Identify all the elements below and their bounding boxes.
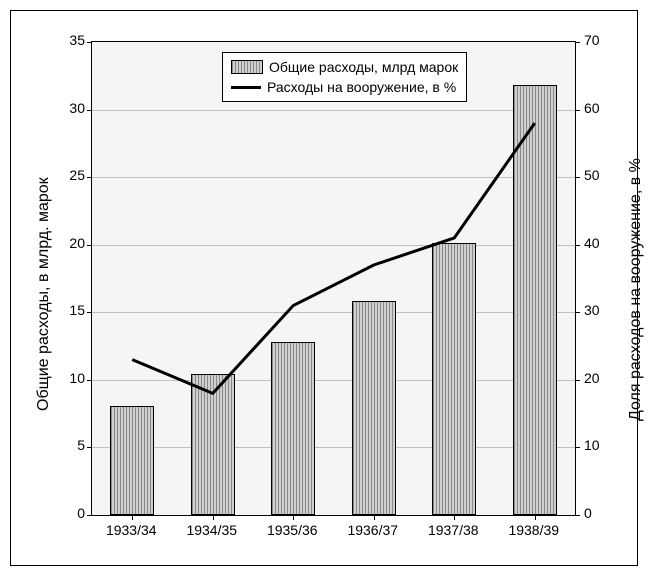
gridline	[92, 245, 575, 246]
line-series	[92, 42, 575, 515]
y-right-tick-label: 10	[584, 437, 614, 453]
y-right-tick-label: 70	[584, 32, 614, 48]
x-tick-label: 1938/39	[508, 522, 559, 538]
y-left-tick	[87, 42, 92, 43]
bar	[110, 406, 154, 515]
gridline	[92, 177, 575, 178]
y-left-tick-label: 15	[55, 302, 85, 318]
legend-swatch-line	[231, 86, 261, 89]
gridline	[92, 380, 575, 381]
y-right-tick-label: 60	[584, 100, 614, 116]
x-tick-label: 1935/36	[267, 522, 318, 538]
y-right-tick	[575, 312, 580, 313]
y-right-tick-label: 50	[584, 167, 614, 183]
gridline	[92, 312, 575, 313]
y-right-tick	[575, 245, 580, 246]
y-right-tick-label: 20	[584, 370, 614, 386]
y-left-tick	[87, 515, 92, 516]
x-tick	[454, 515, 455, 520]
x-tick-label: 1933/34	[106, 522, 157, 538]
bar	[432, 243, 476, 515]
bar	[513, 85, 557, 515]
chart-frame: Общие расходы, млрд марокРасходы на воор…	[10, 10, 638, 566]
y-left-tick-label: 10	[55, 370, 85, 386]
y-right-tick-label: 0	[584, 505, 614, 521]
legend-label-bars: Общие расходы, млрд марок	[269, 57, 458, 77]
y-left-tick-label: 0	[55, 505, 85, 521]
y-left-tick	[87, 447, 92, 448]
y-right-tick-label: 30	[584, 302, 614, 318]
y-right-tick	[575, 380, 580, 381]
y-right-tick	[575, 177, 580, 178]
y-left-tick-label: 25	[55, 167, 85, 183]
y-left-tick	[87, 177, 92, 178]
legend-item-line: Расходы на вооружение, в %	[231, 77, 458, 97]
x-tick	[132, 515, 133, 520]
bar	[352, 301, 396, 515]
legend: Общие расходы, млрд марокРасходы на воор…	[222, 52, 467, 102]
y-right-tick-label: 40	[584, 235, 614, 251]
y-left-tick	[87, 380, 92, 381]
x-tick	[374, 515, 375, 520]
y-left-tick-label: 35	[55, 32, 85, 48]
y-right-tick	[575, 42, 580, 43]
bar	[271, 342, 315, 515]
gridline	[92, 110, 575, 111]
x-tick-label: 1936/37	[347, 522, 398, 538]
gridline	[92, 447, 575, 448]
y-right-tick	[575, 110, 580, 111]
plot-area: Общие расходы, млрд марокРасходы на воор…	[91, 41, 576, 516]
x-tick-label: 1937/38	[428, 522, 479, 538]
y-left-axis-title: Общие расходы, в млрд. марок	[35, 177, 53, 411]
y-left-tick	[87, 110, 92, 111]
x-tick	[535, 515, 536, 520]
legend-swatch-bar	[231, 60, 263, 74]
legend-item-bars: Общие расходы, млрд марок	[231, 57, 458, 77]
x-tick-label: 1934/35	[186, 522, 237, 538]
y-left-tick	[87, 245, 92, 246]
y-right-axis-title: Доля расходов на вооружение, в %	[627, 158, 645, 421]
y-left-tick	[87, 312, 92, 313]
x-tick	[293, 515, 294, 520]
legend-label-line: Расходы на вооружение, в %	[267, 77, 456, 97]
bar	[191, 374, 235, 515]
y-left-tick-label: 5	[55, 437, 85, 453]
y-left-tick-label: 20	[55, 235, 85, 251]
y-left-tick-label: 30	[55, 100, 85, 116]
x-tick	[213, 515, 214, 520]
y-right-tick	[575, 515, 580, 516]
y-right-tick	[575, 447, 580, 448]
